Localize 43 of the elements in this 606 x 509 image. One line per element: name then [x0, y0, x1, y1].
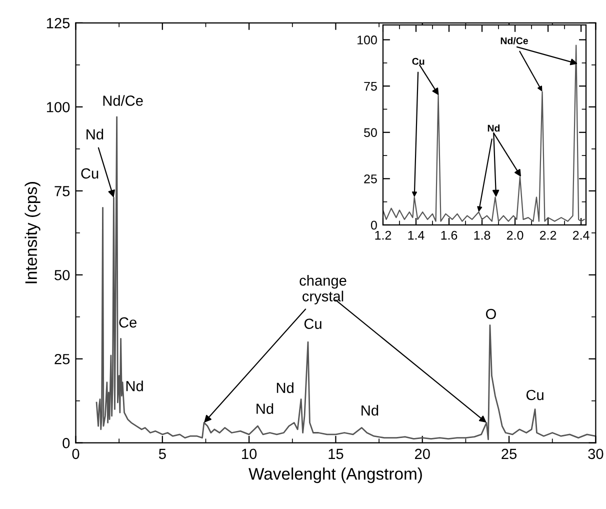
y-tick-label: 100: [46, 102, 70, 112]
x-tick-label: 1.4: [408, 230, 424, 240]
y-tick-label: 75: [54, 186, 70, 196]
y-tick-label: 25: [364, 174, 377, 184]
y-tick-label: 100: [358, 36, 377, 44]
y-tick-label: 0: [62, 438, 70, 448]
x-tick-label: 10: [242, 448, 257, 460]
x-tick-label: 25: [502, 448, 517, 460]
annotation: Cu: [81, 168, 98, 179]
annotation: Nd/Ce: [500, 37, 528, 44]
x-tick-label: 1.8: [474, 230, 490, 240]
annotation: change crystal: [300, 275, 346, 304]
annotation: Nd: [362, 404, 378, 416]
annotation: Nd: [256, 403, 274, 414]
annotation: Nd: [126, 380, 143, 392]
y-tick-label: 0: [370, 220, 377, 230]
annotation: Cu: [412, 58, 424, 65]
annotation: Ce: [119, 317, 136, 328]
x-tick-label: 1.2: [375, 230, 392, 240]
x-tick-label: 15: [328, 448, 344, 460]
x-tick-label: 2.4: [572, 230, 590, 240]
annotation: Nd: [276, 382, 294, 394]
x-tick-label: 30: [588, 448, 604, 460]
y-tick-label: 125: [46, 18, 70, 28]
x-tick-label: 20: [415, 448, 430, 460]
annotation: Nd/Ce: [103, 95, 143, 106]
x-tick-label: 5: [158, 448, 166, 460]
x-tick-label: 1.6: [441, 230, 458, 240]
y-tick-label: 75: [364, 82, 377, 91]
x-axis-title: Wavelenght (Angstrom): [248, 468, 422, 484]
annotation: Nd: [86, 128, 104, 140]
x-tick-label: 2.0: [506, 230, 524, 240]
x-tick-label: 2.2: [540, 230, 556, 240]
annotation: O: [486, 308, 496, 320]
annotation: Nd: [488, 124, 500, 132]
y-tick-label: 25: [54, 354, 70, 364]
annotation: Cu: [304, 318, 322, 329]
y-tick-label: 50: [54, 270, 70, 280]
annotation: Cu: [526, 390, 544, 400]
line-series: [382, 44, 585, 222]
x-tick-label: 0: [72, 448, 80, 460]
y-axis-title: Intensity (cps): [24, 182, 40, 284]
y-tick-label: 50: [364, 128, 377, 138]
